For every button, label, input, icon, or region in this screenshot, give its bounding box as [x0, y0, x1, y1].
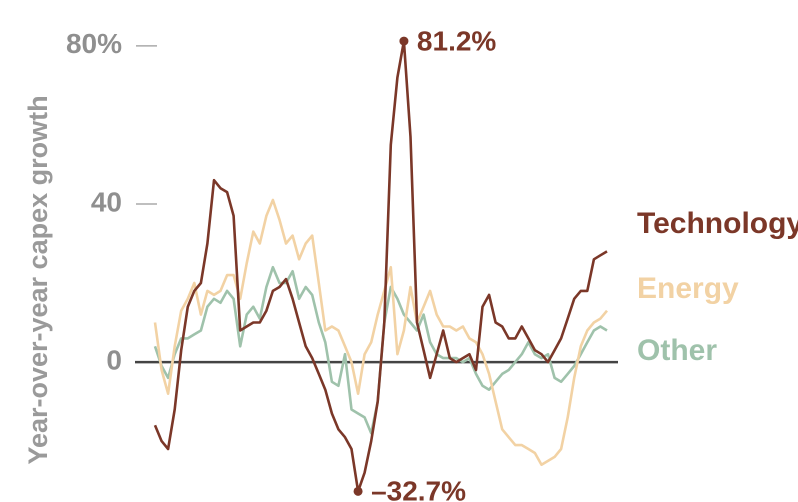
- legend-label: Energy: [637, 272, 739, 305]
- legend-label: Technology: [637, 207, 798, 240]
- series-line: [153, 39, 608, 493]
- y-axis-label: Year-over-year capex growth: [23, 95, 53, 464]
- value-label: 81.2%: [417, 25, 496, 56]
- y-tick-label: 40: [91, 186, 122, 217]
- y-tick-label: 0: [106, 344, 122, 375]
- value-label: –32.7%: [371, 476, 466, 502]
- y-tick-label: 80%: [66, 28, 122, 59]
- point-marker: [399, 36, 409, 46]
- legend-label: Other: [637, 334, 717, 367]
- point-marker: [353, 486, 363, 496]
- series-line: [153, 198, 608, 467]
